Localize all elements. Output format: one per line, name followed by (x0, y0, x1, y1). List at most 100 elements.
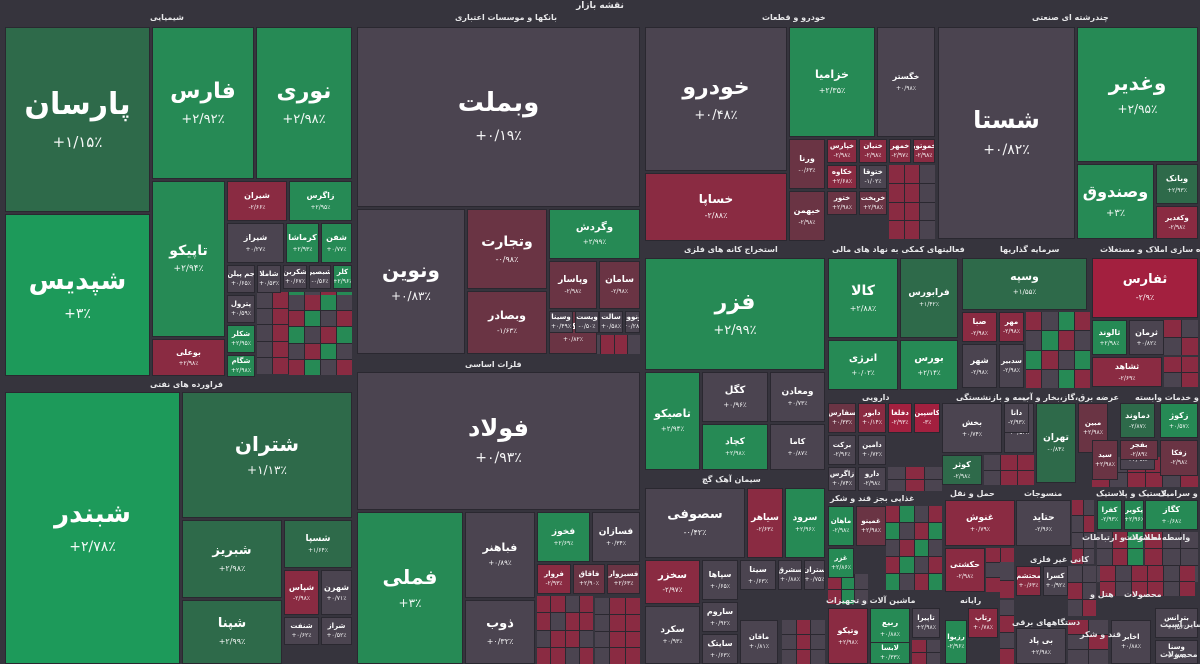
minor-ticker[interactable] (914, 506, 928, 522)
minor-ticker[interactable] (1181, 472, 1198, 487)
minor-ticker[interactable] (1074, 369, 1090, 388)
minor-ticker[interactable] (796, 650, 811, 664)
stock-tile[interactable]: فاقاق +۲/۹۰٪ (573, 564, 605, 594)
minor-ticker[interactable] (900, 523, 914, 539)
stock-tile[interactable]: تاپیرا +۲/۹۸٪ (912, 608, 940, 638)
stock-tile[interactable]: شراز +۰/۵۲٪ (321, 617, 352, 645)
stock-tile[interactable]: سفارس +۰/۳۳٪ (828, 403, 856, 433)
stock-tile[interactable]: کاما +۰/۸۷٪ (770, 424, 825, 470)
minor-ticker[interactable] (273, 325, 288, 341)
stock-tile[interactable]: بفجر -۲/۸۹٪ (1120, 440, 1158, 460)
stock-tile[interactable]: وغدیر +۲/۹۵٪ (1077, 27, 1198, 162)
stock-tile[interactable]: سپاها +۰/۶۵٪ (702, 560, 738, 600)
minor-ticker[interactable] (904, 221, 920, 239)
stock-tile[interactable]: وسپه +۱/۵۵٪ (962, 258, 1087, 310)
minor-ticker[interactable] (1068, 600, 1082, 616)
minor-ticker[interactable] (257, 325, 272, 341)
minor-ticker[interactable] (1163, 549, 1180, 565)
stock-tile[interactable]: شاملا +۰/۵۳٪ (257, 265, 281, 293)
stock-tile[interactable]: رزیوا -۲/۹۶٪ (945, 620, 967, 664)
minor-ticker[interactable] (926, 640, 940, 652)
minor-ticker[interactable] (924, 479, 942, 491)
stock-tile[interactable]: خپارس -۲/۹۸٪ (827, 139, 857, 163)
minor-ticker[interactable] (1181, 372, 1198, 387)
minor-ticker[interactable] (1132, 566, 1147, 581)
stock-tile[interactable]: حکشتی -۲/۹۸٪ (945, 548, 985, 592)
stock-tile[interactable]: ثرمان +۰/۸۲٪ (1129, 320, 1164, 355)
stock-tile[interactable]: دفلغا -۲/۹۳٪ (888, 403, 912, 433)
minor-ticker[interactable] (920, 183, 935, 202)
minor-ticker[interactable] (1180, 566, 1195, 581)
stock-tile[interactable]: فخوز +۲/۶۹٪ (537, 512, 590, 562)
minor-ticker[interactable] (914, 540, 928, 556)
stock-tile[interactable]: سشرق +۰/۸۸٪ (778, 560, 802, 590)
stock-tile[interactable]: خزامیا +۲/۳۵٪ (789, 27, 875, 137)
minor-ticker[interactable] (1148, 566, 1163, 581)
stock-tile[interactable]: بترانس +۰/۵۶٪ (1155, 608, 1198, 638)
minor-ticker[interactable] (595, 614, 610, 631)
minor-ticker[interactable] (900, 557, 914, 573)
stock-tile[interactable]: ختور +۲/۹۸٪ (827, 191, 857, 215)
stock-tile[interactable]: شهرن +۰/۷۱٪ (321, 570, 352, 615)
minor-ticker[interactable] (855, 574, 868, 589)
minor-ticker[interactable] (828, 589, 841, 604)
stock-tile[interactable]: ثفارس -۲/۹٪ (1092, 258, 1198, 318)
minor-ticker[interactable] (986, 578, 1000, 592)
minor-ticker[interactable] (537, 613, 551, 630)
minor-ticker[interactable] (1068, 583, 1082, 599)
stock-tile[interactable]: فولاد +۰/۹۳٪ (357, 372, 640, 510)
stock-tile[interactable]: کسرا +۰/۹۲٪ (1043, 566, 1068, 596)
minor-ticker[interactable] (900, 540, 914, 556)
stock-tile[interactable]: مهر -۲/۹۸٪ (999, 312, 1024, 342)
minor-ticker[interactable] (305, 311, 320, 327)
stock-tile[interactable]: شهر -۲/۹۸٪ (962, 344, 997, 388)
minor-ticker[interactable] (920, 202, 935, 221)
minor-ticker[interactable] (579, 647, 593, 664)
minor-ticker[interactable] (1145, 549, 1162, 565)
stock-tile[interactable]: تاصیکو +۲/۹۴٪ (645, 372, 700, 470)
stock-tile[interactable]: سیاهر -۲/۶۳٪ (747, 488, 783, 558)
stock-tile[interactable]: کگاز +۰/۶۸٪ (1145, 500, 1198, 530)
stock-tile[interactable]: کچاد +۲/۹۸٪ (702, 424, 768, 470)
stock-tile[interactable]: سید +۲/۹۸٪ (1092, 440, 1118, 480)
minor-ticker[interactable] (912, 640, 926, 652)
minor-ticker[interactable] (321, 327, 336, 343)
stock-tile[interactable]: زفکا -۲/۹۸٪ (1160, 440, 1198, 476)
minor-ticker[interactable] (625, 631, 640, 648)
minor-ticker[interactable] (537, 596, 551, 613)
stock-tile[interactable]: بورس +۲/۱۴٪ (900, 340, 958, 390)
minor-ticker[interactable] (1128, 549, 1143, 565)
stock-tile[interactable]: حتاید -۲/۹۶٪ (1016, 500, 1071, 546)
stock-tile[interactable]: شپاس -۲/۹۸٪ (284, 570, 319, 615)
minor-ticker[interactable] (914, 523, 928, 539)
stock-tile[interactable]: انرژی +۰/۰۲٪ (828, 340, 898, 390)
minor-ticker[interactable] (537, 647, 551, 664)
stock-tile[interactable]: خبهمن -۲/۹۸٪ (789, 191, 825, 241)
minor-ticker[interactable] (1088, 620, 1108, 634)
stock-tile[interactable]: وتیکو +۲/۹۸٪ (828, 608, 868, 664)
minor-ticker[interactable] (1181, 532, 1198, 548)
minor-ticker[interactable] (610, 648, 625, 664)
minor-ticker[interactable] (1163, 472, 1181, 487)
minor-ticker[interactable] (579, 613, 593, 630)
stock-tile[interactable]: فارس +۲/۹۲٪ (152, 27, 254, 179)
stock-tile[interactable]: وبانک +۲/۹۳٪ (1156, 164, 1198, 204)
minor-ticker[interactable] (920, 221, 935, 239)
stock-tile[interactable]: ثشاهد -۲/۶۹٪ (1092, 357, 1162, 387)
minor-ticker[interactable] (1181, 338, 1198, 355)
stock-tile[interactable]: ونوور+۰/۲۸٪ (625, 311, 640, 333)
stock-tile[interactable]: صبا -۲/۹۸٪ (962, 312, 997, 342)
minor-ticker[interactable] (920, 165, 935, 183)
minor-ticker[interactable] (926, 652, 940, 664)
minor-ticker[interactable] (289, 311, 304, 327)
stock-tile[interactable]: خنیان -۲/۹۸٪ (859, 139, 887, 163)
minor-ticker[interactable] (904, 183, 920, 202)
stock-tile[interactable]: کاسپین -۳٪ (914, 403, 940, 433)
minor-ticker[interactable] (305, 343, 320, 359)
minor-ticker[interactable] (906, 467, 924, 479)
minor-ticker[interactable] (886, 506, 900, 522)
minor-ticker[interactable] (321, 343, 336, 359)
minor-ticker[interactable] (289, 327, 304, 343)
stock-tile[interactable]: خساپا -۲/۸۸٪ (645, 173, 787, 241)
stock-tile[interactable]: خمهر -۲/۹۷٪ (889, 139, 911, 163)
